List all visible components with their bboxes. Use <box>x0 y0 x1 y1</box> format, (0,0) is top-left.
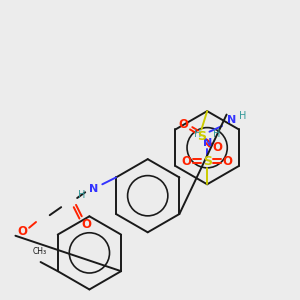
Text: O: O <box>17 225 27 238</box>
Text: N: N <box>202 138 212 148</box>
Text: N: N <box>226 115 236 125</box>
Text: O: O <box>212 141 222 154</box>
Text: CH₃: CH₃ <box>33 247 47 256</box>
Text: N: N <box>88 184 98 194</box>
Text: O: O <box>81 218 91 231</box>
Text: O: O <box>178 118 188 131</box>
Text: H: H <box>78 190 85 200</box>
Text: H: H <box>194 129 202 139</box>
Text: S: S <box>197 130 206 143</box>
Text: H: H <box>239 111 246 121</box>
Text: O: O <box>182 155 192 168</box>
Text: H: H <box>213 129 220 139</box>
Text: O: O <box>223 155 233 168</box>
Text: S: S <box>203 155 212 168</box>
